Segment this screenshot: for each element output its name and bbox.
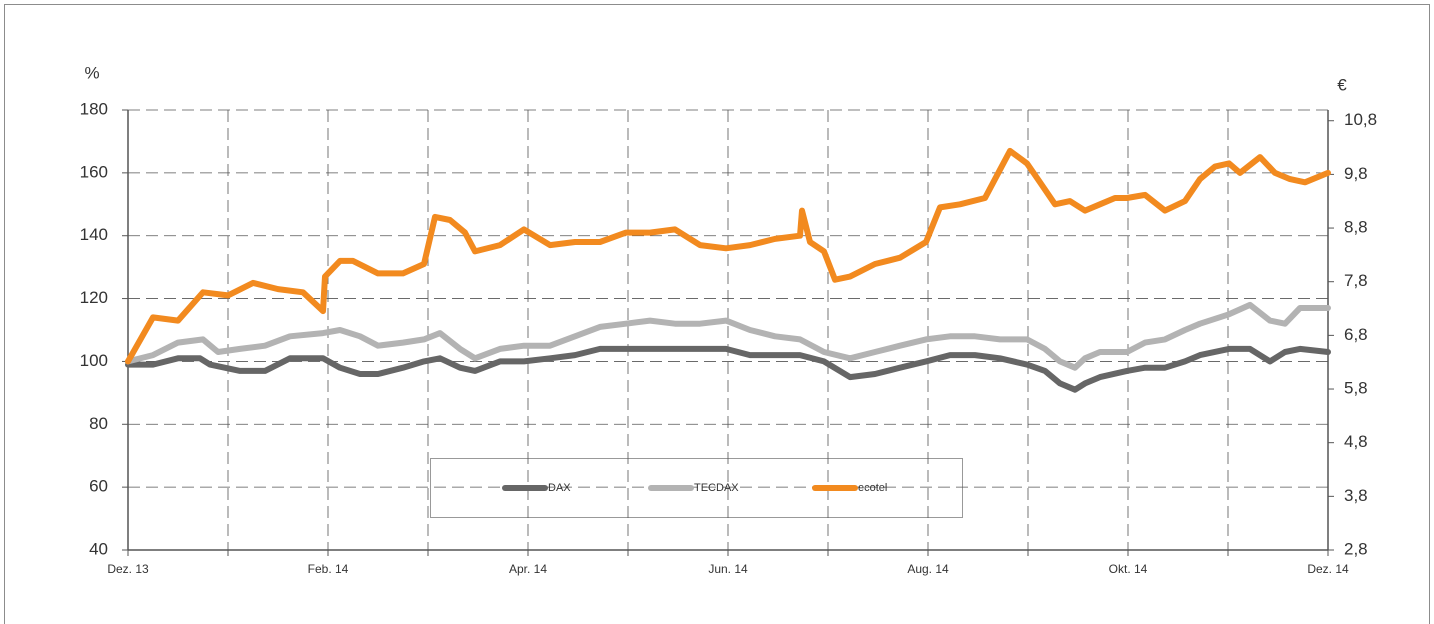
y-tick-label: 120 [80,288,108,307]
y-axis-label: % [84,63,99,82]
x-tick-label: Okt. 14 [1109,562,1148,576]
y-tick-label: 80 [89,414,108,433]
x-tick-label: Aug. 14 [907,562,949,576]
y2-tick-label: 7,8 [1344,271,1368,290]
y-tick-label: 100 [80,351,108,370]
y2-tick-label: 3,8 [1344,486,1368,505]
y-tick-label: 140 [80,225,108,244]
x-tick-label: Jun. 14 [708,562,748,576]
series-line [125,147,1331,365]
x-tick-label: Dez. 13 [107,562,149,576]
y-tick-label: 40 [89,539,108,558]
y2-axis-label: € [1337,75,1347,94]
series-line [125,345,1331,393]
y2-tick-label: 4,8 [1344,432,1368,451]
y2-tick-label: 6,8 [1344,325,1368,344]
legend-label: TECDAX [694,482,739,494]
y-tick-label: 160 [80,162,108,181]
x-tick-label: Feb. 14 [308,562,349,576]
y-tick-label: 60 [89,477,108,496]
legend-label: ecotel [858,482,887,494]
y-tick-label: 180 [80,99,108,118]
y2-tick-label: 8,8 [1344,218,1368,237]
series-line [125,301,1331,371]
y2-tick-label: 5,8 [1344,379,1368,398]
y2-tick-label: 2,8 [1344,539,1368,558]
frame [4,4,1430,624]
x-tick-label: Dez. 14 [1307,562,1349,576]
x-tick-label: Apr. 14 [509,562,547,576]
y2-tick-label: 9,8 [1344,164,1368,183]
y2-tick-label: 10,8 [1344,110,1377,129]
legend-label: DAX [548,482,571,494]
